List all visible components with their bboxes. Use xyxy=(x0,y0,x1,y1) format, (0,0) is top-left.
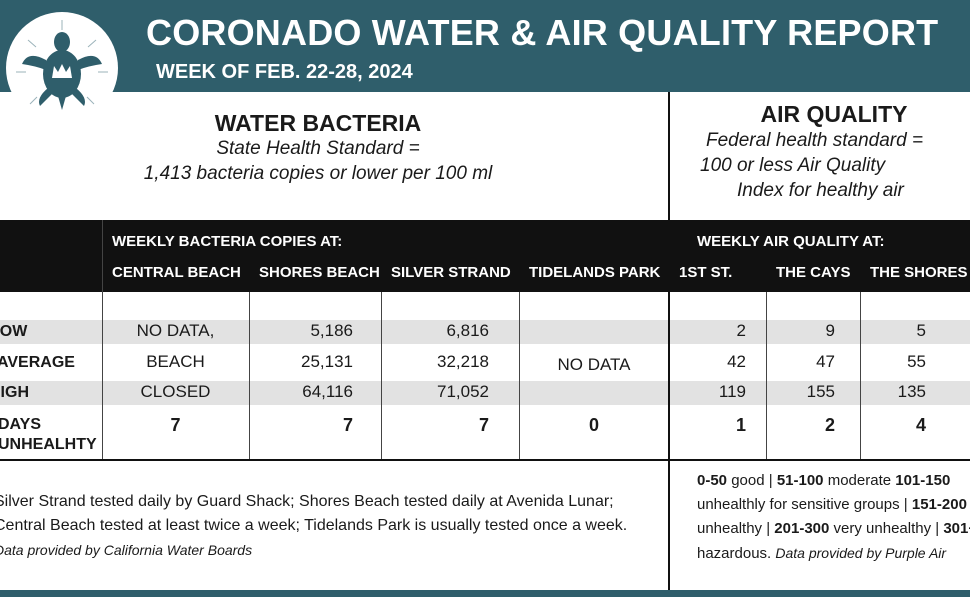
days-unhealthy: 7 xyxy=(342,415,353,435)
scale-label: moderate xyxy=(827,472,892,489)
column-header: 1ST ST. xyxy=(679,264,733,281)
days-unhealthy: 0 xyxy=(588,415,599,435)
source: Data provided by Purple Air xyxy=(775,545,947,561)
column-divider xyxy=(102,220,103,460)
scale-range: 201-300 xyxy=(774,520,830,537)
row-stripe xyxy=(0,320,970,344)
water-standard: 1,413 bacteria copies or lower per 100 m… xyxy=(143,163,493,184)
table-heading: WEEKLY BACTERIA COPIES AT: xyxy=(112,233,343,250)
header-bar xyxy=(0,0,970,92)
column-divider xyxy=(381,292,382,460)
row-stripe xyxy=(0,381,970,405)
days-unhealthy: 4 xyxy=(915,415,926,435)
cell-value: NO DATA, xyxy=(136,321,215,340)
days-unhealthy: 7 xyxy=(170,415,181,435)
cell-value: 119 xyxy=(718,382,746,401)
subtitle: WEEK OF FEB. 22-28, 2024 xyxy=(156,61,413,83)
cell-value: 5,186 xyxy=(310,321,353,340)
row-label: AVERAGE xyxy=(0,354,75,371)
scale-range: 151-200 xyxy=(911,496,967,513)
row-label: LOW xyxy=(0,323,28,340)
cell-value: BEACH xyxy=(146,352,205,371)
days-unhealthy: 1 xyxy=(735,415,746,435)
scale-range: 51-100 xyxy=(776,472,824,489)
column-divider xyxy=(249,292,250,460)
column-divider xyxy=(519,292,520,460)
column-header: TIDELANDS PARK xyxy=(529,264,661,281)
air-title: AIR QUALITY xyxy=(760,101,908,127)
scale-label: good | xyxy=(731,472,773,489)
cell-value: 135 xyxy=(897,382,926,401)
cell-value: 2 xyxy=(736,321,746,340)
days-unhealthy: 7 xyxy=(478,415,489,435)
column-header: SHORES BEACH xyxy=(259,264,380,281)
scale-range: 301+ xyxy=(943,520,970,537)
cell-value: NO DATA xyxy=(557,355,631,374)
column-header: THE SHORES xyxy=(870,264,968,281)
column-header: THE CAYS xyxy=(776,264,851,281)
cell-value: CLOSED xyxy=(140,382,211,401)
cell-value: 42 xyxy=(727,352,746,371)
scale-label: hazardous. xyxy=(697,545,772,562)
air-standard: Index for healthy air xyxy=(737,180,904,201)
column-divider xyxy=(860,292,861,460)
cell-value: 47 xyxy=(816,352,835,371)
column-header: SILVER STRAND xyxy=(391,264,511,281)
scale-range: 0-50 xyxy=(697,472,728,489)
table-bottom-rule xyxy=(0,459,970,461)
cell-value: 25,131 xyxy=(301,352,353,371)
cell-value: 55 xyxy=(907,352,926,371)
scale-label: very unhealthy | xyxy=(833,520,940,537)
scale-label: unhealthy | xyxy=(697,520,771,537)
aqi-scale: 0-50 good | 51-100 moderate 101-150 unhe… xyxy=(697,469,970,566)
title: CORONADO WATER & AIR QUALITY REPORT xyxy=(146,12,939,53)
scale-range: 101-150 xyxy=(895,472,951,489)
cell-value: 155 xyxy=(806,382,835,401)
water-title: WATER BACTERIA xyxy=(214,110,422,136)
source: Data provided by California Water Boards xyxy=(0,542,253,558)
cell-value: 64,116 xyxy=(302,382,353,401)
footer-bar xyxy=(0,590,970,597)
cell-value: 71,052 xyxy=(437,382,489,401)
scale-label: unhealthly for sensitive groups | xyxy=(697,496,908,513)
cell-value: 32,218 xyxy=(437,352,489,371)
water-note: Silver Strand tested daily by Guard Shac… xyxy=(0,490,654,563)
table-heading: WEEKLY AIR QUALITY AT: xyxy=(697,233,885,250)
row-label: HIGH xyxy=(0,384,29,401)
column-header: CENTRAL BEACH xyxy=(112,264,241,281)
logo xyxy=(6,12,118,124)
column-divider xyxy=(766,292,767,460)
note-text: Silver Strand tested daily by Guard Shac… xyxy=(0,493,628,534)
water-standard: State Health Standard = xyxy=(216,138,420,159)
air-standard: 100 or less Air Quality xyxy=(700,155,886,176)
air-standard: Federal health standard = xyxy=(706,130,924,151)
cell-value: 5 xyxy=(916,321,926,340)
table-header-band xyxy=(0,220,970,292)
days-unhealthy: 2 xyxy=(824,415,835,435)
cell-value: 9 xyxy=(825,321,835,340)
row-label: DAYS UNHEALHTY xyxy=(0,416,97,453)
cell-value: 6,816 xyxy=(446,321,489,340)
section-divider xyxy=(668,92,670,597)
